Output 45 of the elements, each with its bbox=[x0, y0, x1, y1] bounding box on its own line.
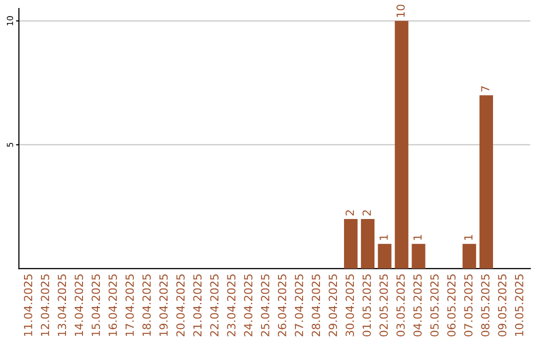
bar bbox=[412, 244, 426, 269]
x-tick-label: 26.04.2025 bbox=[278, 274, 286, 336]
x-tick-label: 15.04.2025 bbox=[92, 274, 100, 336]
x-tick-label: 13.04.2025 bbox=[58, 274, 66, 336]
x-tick-label: 14.04.2025 bbox=[74, 274, 84, 336]
data-label: 2 bbox=[346, 210, 354, 216]
x-tick-label: 21.04.2025 bbox=[193, 274, 202, 336]
bar bbox=[394, 20, 408, 269]
y-tick-label: 5 bbox=[6, 142, 14, 147]
x-tick-label: 03.05.2025 bbox=[396, 274, 405, 336]
x-tick-label: 11.04.2025 bbox=[24, 274, 32, 336]
bar bbox=[462, 244, 476, 269]
x-tick-label: 20.04.2025 bbox=[176, 274, 185, 336]
bar bbox=[344, 219, 358, 269]
x-tick-label: 04.05.2025 bbox=[413, 274, 422, 336]
data-label: 10 bbox=[396, 4, 405, 17]
x-tick-label: 09.05.2025 bbox=[498, 274, 506, 336]
x-tick-label: 10.05.2025 bbox=[514, 274, 524, 336]
data-label: 1 bbox=[380, 235, 388, 240]
x-tick-label: 28.04.2025 bbox=[312, 274, 320, 336]
x-tick-label: 29.04.2025 bbox=[328, 274, 338, 336]
x-tick-label: 22.04.2025 bbox=[210, 274, 219, 336]
bar bbox=[479, 95, 494, 269]
x-tick-label: 08.05.2025 bbox=[481, 274, 490, 336]
x-tick-label: 01.05.2025 bbox=[362, 274, 371, 336]
x-tick-label: 23.04.2025 bbox=[227, 274, 236, 336]
x-tick-label: 17.04.2025 bbox=[125, 274, 134, 336]
bar bbox=[378, 244, 392, 269]
x-tick-label: 25.04.2025 bbox=[260, 274, 270, 336]
x-tick-label: 16.04.2025 bbox=[108, 274, 117, 336]
x-tick-label: 07.05.2025 bbox=[464, 274, 473, 336]
x-tick-label: 24.04.2025 bbox=[244, 274, 252, 336]
x-tick-label: 27.04.2025 bbox=[294, 274, 304, 336]
x-tick-label: 05.05.2025 bbox=[430, 274, 439, 336]
x-tick-label: 19.04.2025 bbox=[159, 274, 168, 336]
data-label: 1 bbox=[413, 235, 422, 240]
x-tick-label: 06.05.2025 bbox=[447, 274, 456, 336]
data-label: 2 bbox=[362, 210, 371, 216]
x-tick-label: 02.05.2025 bbox=[379, 274, 388, 336]
data-label: 1 bbox=[464, 235, 472, 240]
data-label: 7 bbox=[481, 86, 490, 92]
x-tick-label: 12.04.2025 bbox=[40, 274, 50, 336]
bar bbox=[360, 219, 374, 269]
x-tick-label: 30.04.2025 bbox=[346, 274, 354, 336]
x-tick-label: 18.04.2025 bbox=[142, 274, 151, 336]
